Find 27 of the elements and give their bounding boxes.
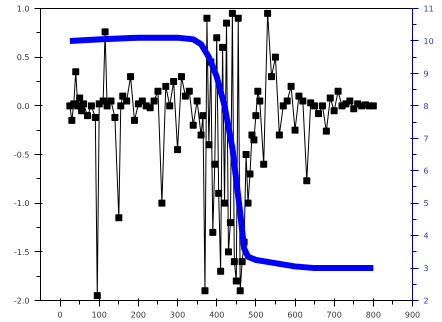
x-tick-label: 600 xyxy=(287,310,303,320)
x-tick-label: 800 xyxy=(366,310,381,320)
y-tick-label: -0.5 xyxy=(14,150,30,160)
x-tick-label: 300 xyxy=(170,310,186,320)
y-tick-label: -1.0 xyxy=(14,199,30,208)
y2-tick-label: 6 xyxy=(424,166,429,176)
y-tick-label: 0.0 xyxy=(16,102,30,111)
x-tick-label: 700 xyxy=(326,310,342,320)
x-tick-label: 900 xyxy=(404,310,420,320)
y2-tick-label: 2 xyxy=(424,296,429,306)
y-tick-label: 1.0 xyxy=(16,4,30,14)
y-tick-label: -1.5 xyxy=(14,248,30,257)
y2-tick-label: 9 xyxy=(424,69,429,78)
y-tick-label: -2.0 xyxy=(14,296,30,306)
y2-tick-label: 11 xyxy=(424,4,434,14)
x-tick-label: 100 xyxy=(92,310,107,320)
y2-tick-label: 7 xyxy=(424,134,429,144)
x-tick-label: 400 xyxy=(209,310,224,320)
y-tick-label: 0.5 xyxy=(16,53,30,62)
y2-tick-label: 8 xyxy=(424,102,429,111)
x-tick-label: 200 xyxy=(130,310,146,320)
y2-tick-label: 3 xyxy=(424,264,429,274)
y2-tick-label: 10 xyxy=(424,36,434,46)
x-tick-label: 500 xyxy=(248,310,264,320)
y2-tick-label: 5 xyxy=(424,199,429,208)
y2-tick-label: 4 xyxy=(424,232,429,241)
x-tick-label: 0 xyxy=(58,310,63,320)
